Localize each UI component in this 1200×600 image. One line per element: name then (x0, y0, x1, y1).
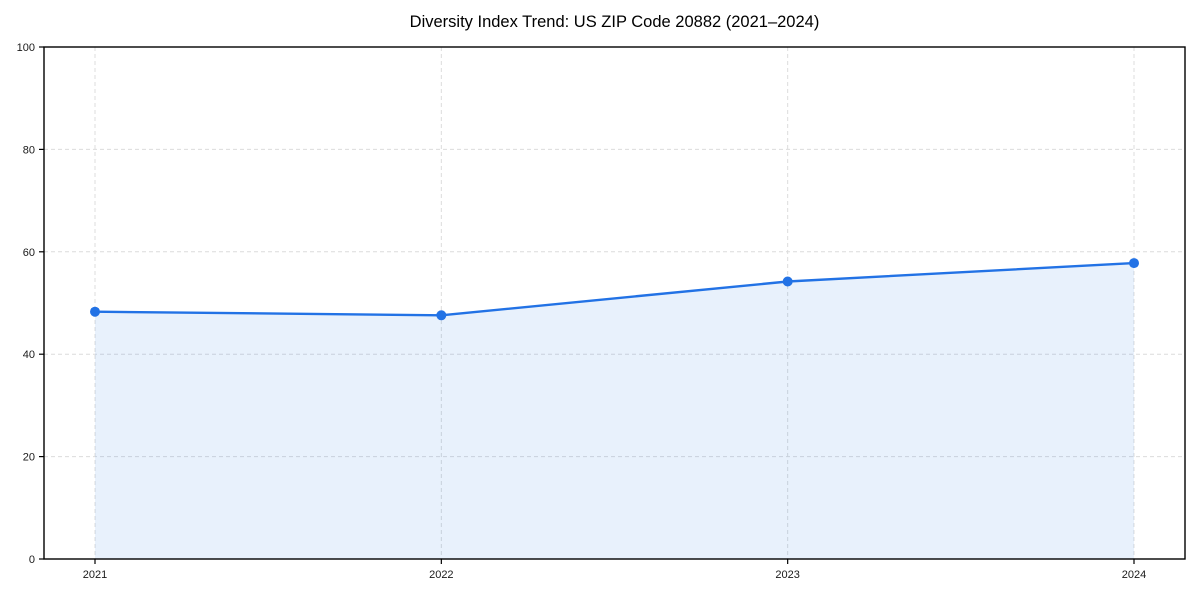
y-tick-label: 60 (23, 247, 35, 259)
chart-title: Diversity Index Trend: US ZIP Code 20882… (409, 13, 820, 31)
y-tick-label: 80 (23, 144, 35, 156)
data-point-2024 (1129, 258, 1139, 269)
x-tick-label: 2023 (775, 569, 799, 581)
trend-line (93, 261, 1136, 317)
x-tick-label: 2022 (429, 569, 453, 581)
data-point-2021 (90, 306, 100, 317)
y-tick-label: 20 (23, 452, 35, 464)
area-fill (95, 263, 1134, 559)
y-tick-label: 40 (23, 349, 35, 361)
y-tick-label: 100 (17, 42, 35, 54)
x-tick-label: 2021 (83, 569, 107, 581)
data-point-2022 (436, 310, 447, 321)
x-tick-label: 2024 (1122, 569, 1146, 581)
plot-border (43, 46, 1186, 560)
data-point-2023 (782, 276, 793, 287)
y-tick-label: 0 (29, 554, 35, 566)
